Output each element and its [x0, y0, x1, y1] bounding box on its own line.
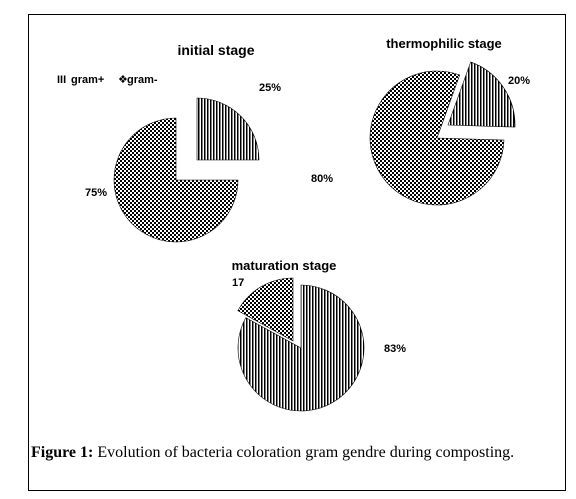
pie-charts: initial stage 25% 75% thermophilic stage… — [57, 36, 530, 412]
caption-prefix: Figure 1: — [31, 444, 94, 461]
pie-maturation — [237, 277, 365, 412]
figure-caption: Figure 1: Evolution of bacteria colorati… — [31, 443, 555, 463]
pie-initial — [113, 97, 260, 243]
data-label-maturation-gram-minus: 17 — [232, 277, 244, 289]
legend-symbol-gram-minus: ❖ — [118, 74, 128, 86]
data-label-maturation-gram-plus: 83% — [384, 343, 406, 355]
pie-slice-initial-gram-plus — [196, 97, 260, 161]
chart-title-initial: initial stage — [177, 42, 254, 58]
data-label-initial-gram-minus: 75% — [85, 187, 107, 199]
pie-thermophilic — [369, 61, 516, 206]
chart-title-thermophilic: thermophilic stage — [386, 36, 502, 51]
pie-slice-thermophilic-gram-plus — [447, 61, 516, 128]
legend: III gram+ ❖ gram- — [57, 74, 158, 86]
data-label-thermophilic-gram-plus: 20% — [508, 75, 530, 87]
data-label-initial-gram-plus: 25% — [259, 82, 281, 94]
pie-slice-maturation-gram-minus — [237, 277, 294, 342]
legend-label-gram-plus: gram+ — [71, 74, 104, 86]
chart-title-maturation: maturation stage — [232, 258, 337, 273]
data-label-thermophilic-gram-minus: 80% — [311, 173, 333, 185]
legend-symbol-gram-plus: III — [57, 74, 66, 86]
caption-text: Evolution of bacteria coloration gram ge… — [93, 444, 515, 461]
pie-slice-thermophilic-gram-minus — [369, 70, 505, 206]
pie-slice-initial-gram-minus — [113, 117, 239, 243]
legend-label-gram-minus: gram- — [127, 74, 158, 86]
figure-frame — [28, 14, 566, 491]
pie-slice-maturation-gram-plus — [237, 284, 365, 412]
